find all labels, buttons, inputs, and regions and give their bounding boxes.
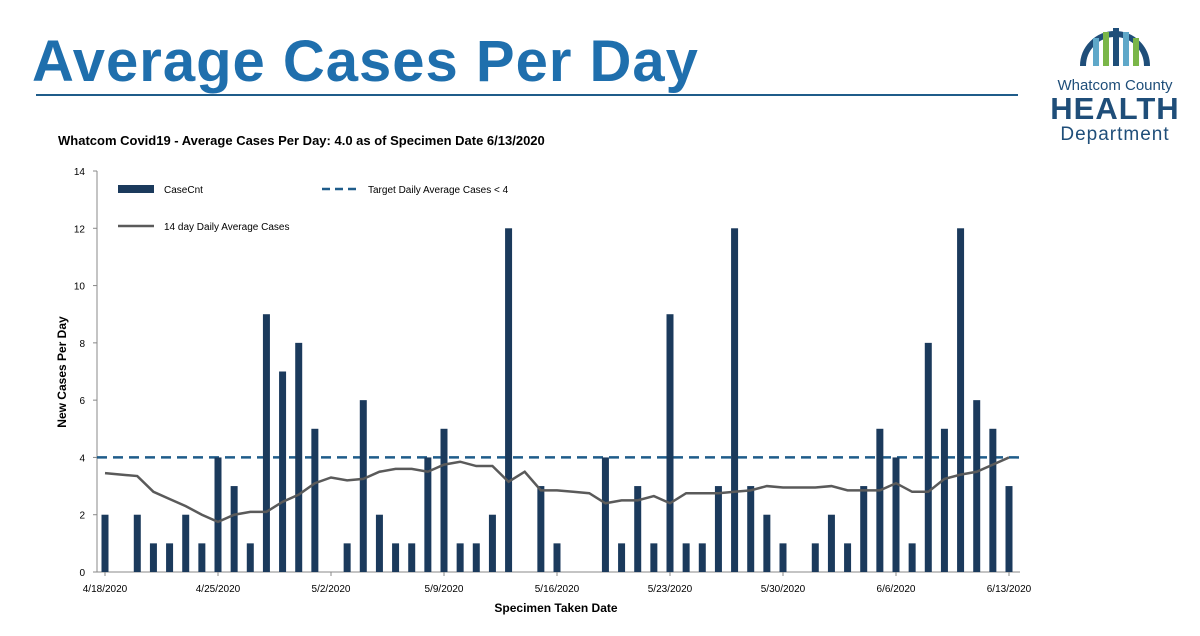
x-tick-label: 4/25/2020 — [196, 584, 241, 595]
y-axis-label: New Cases Per Day — [55, 316, 69, 428]
bar — [375, 514, 383, 572]
bar — [262, 314, 270, 572]
bar — [311, 428, 319, 572]
bar — [650, 543, 658, 572]
chart-title: Whatcom Covid19 - Average Cases Per Day:… — [58, 133, 545, 148]
bar — [149, 543, 157, 572]
x-tick-label: 5/30/2020 — [761, 584, 806, 595]
y-tick-label: 12 — [74, 224, 86, 235]
bar — [182, 514, 190, 572]
bar — [214, 457, 222, 572]
x-tick-label: 4/18/2020 — [83, 584, 128, 595]
logo-text: HEALTH — [1050, 91, 1180, 126]
average-line — [104, 456, 1010, 524]
bar — [359, 400, 367, 572]
y-tick-label: 4 — [79, 453, 85, 464]
bar — [666, 314, 674, 572]
bar — [553, 543, 561, 572]
bar — [440, 428, 448, 572]
bar — [924, 342, 932, 572]
legend-label: CaseCnt — [164, 185, 203, 196]
bar — [488, 514, 496, 572]
bar — [892, 457, 900, 572]
bar — [876, 428, 884, 572]
bar — [295, 342, 303, 572]
logo-text: Department — [1060, 124, 1170, 145]
bar — [472, 543, 480, 572]
y-tick-label: 0 — [79, 568, 85, 579]
bar — [860, 486, 868, 572]
bar — [133, 514, 141, 572]
bar — [537, 486, 545, 572]
legend-label: 14 day Daily Average Cases — [164, 222, 289, 233]
bar — [698, 543, 706, 572]
y-tick-label: 6 — [79, 396, 85, 407]
bar — [343, 543, 351, 572]
bar — [731, 228, 739, 573]
bar — [1005, 486, 1013, 572]
slide-title: Average Cases Per Day — [32, 29, 699, 94]
bar — [634, 486, 642, 572]
bar — [763, 514, 771, 572]
bar — [827, 514, 835, 572]
x-tick-label: 6/6/2020 — [877, 584, 916, 595]
bar — [747, 486, 755, 572]
x-tick-label: 5/16/2020 — [535, 584, 580, 595]
bar — [811, 543, 819, 572]
bar — [166, 543, 174, 572]
x-tick-label: 5/2/2020 — [312, 584, 351, 595]
logo-text: Whatcom County — [1057, 77, 1173, 94]
bar — [230, 486, 238, 572]
title-rule — [36, 94, 1018, 96]
bar — [424, 457, 432, 572]
y-tick-label: 2 — [79, 511, 85, 522]
bar — [779, 543, 787, 572]
legend-label: Target Daily Average Cases < 4 — [368, 185, 509, 196]
bar — [505, 228, 513, 573]
bar — [392, 543, 400, 572]
bar — [973, 400, 981, 572]
bar — [989, 428, 997, 572]
x-tick-label: 5/23/2020 — [648, 584, 693, 595]
logo: Whatcom County HEALTH Department — [1040, 8, 1190, 146]
y-tick-label: 14 — [74, 167, 86, 178]
bar — [682, 543, 690, 572]
bar — [844, 543, 852, 572]
bar — [408, 543, 416, 572]
bar — [601, 457, 609, 572]
x-tick-label: 6/13/2020 — [987, 584, 1032, 595]
bar — [908, 543, 916, 572]
bar — [456, 543, 464, 572]
logo-icon — [1080, 28, 1150, 67]
bar — [279, 371, 287, 572]
x-tick-label: 5/9/2020 — [425, 584, 464, 595]
bar — [957, 228, 965, 573]
bar — [940, 428, 948, 572]
y-tick-label: 10 — [74, 282, 86, 293]
legend-swatch — [118, 185, 154, 193]
bar — [101, 514, 109, 572]
bar — [198, 543, 206, 572]
bar — [246, 543, 254, 572]
x-axis-label: Specimen Taken Date — [494, 601, 617, 615]
bar — [714, 486, 722, 572]
bar — [618, 543, 626, 572]
y-tick-label: 8 — [79, 339, 85, 350]
